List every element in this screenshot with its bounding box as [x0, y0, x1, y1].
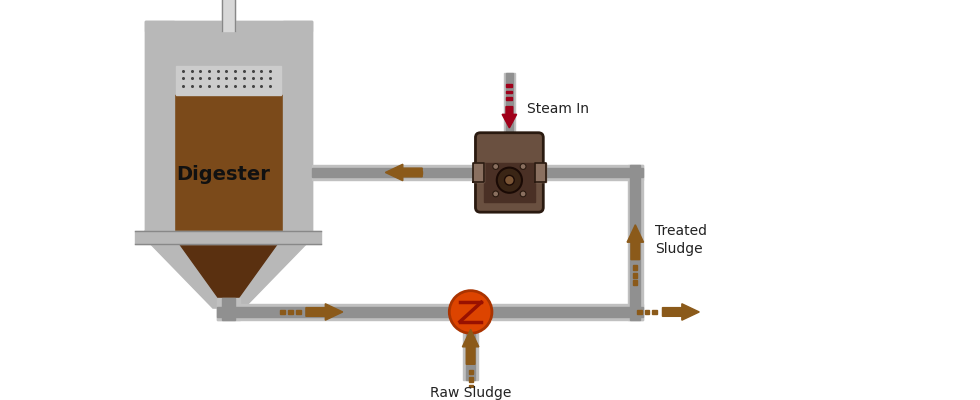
Text: Digester: Digester — [176, 165, 270, 184]
Polygon shape — [145, 21, 312, 31]
Circle shape — [520, 164, 526, 170]
Polygon shape — [506, 73, 514, 138]
Polygon shape — [463, 333, 478, 380]
FancyBboxPatch shape — [475, 133, 543, 212]
Circle shape — [497, 168, 522, 193]
Polygon shape — [174, 230, 282, 298]
Polygon shape — [507, 90, 513, 94]
Polygon shape — [145, 230, 312, 308]
Polygon shape — [538, 168, 643, 177]
Polygon shape — [312, 168, 480, 177]
Polygon shape — [145, 21, 174, 230]
Polygon shape — [312, 165, 480, 180]
Polygon shape — [145, 21, 312, 230]
Polygon shape — [409, 170, 414, 174]
Polygon shape — [468, 370, 472, 374]
Polygon shape — [653, 310, 658, 314]
Polygon shape — [468, 377, 472, 382]
Polygon shape — [296, 310, 301, 314]
FancyArrow shape — [306, 304, 343, 320]
Polygon shape — [484, 163, 534, 202]
FancyArrow shape — [463, 330, 479, 364]
Text: Steam In: Steam In — [527, 102, 589, 116]
FancyArrow shape — [627, 225, 644, 260]
Polygon shape — [534, 163, 546, 182]
Polygon shape — [633, 265, 637, 270]
Polygon shape — [282, 21, 312, 230]
Polygon shape — [402, 170, 406, 174]
Polygon shape — [645, 310, 650, 314]
Polygon shape — [637, 310, 642, 314]
Text: Treated
Sludge: Treated Sludge — [655, 224, 707, 256]
Polygon shape — [288, 310, 293, 314]
Polygon shape — [630, 165, 640, 320]
Polygon shape — [507, 97, 513, 100]
Circle shape — [493, 191, 499, 197]
Polygon shape — [492, 304, 643, 320]
Circle shape — [520, 191, 526, 197]
Polygon shape — [627, 165, 643, 320]
Polygon shape — [468, 385, 472, 390]
Polygon shape — [221, 0, 235, 31]
Polygon shape — [492, 307, 643, 317]
Polygon shape — [217, 304, 449, 320]
Polygon shape — [221, 298, 235, 320]
Polygon shape — [538, 165, 643, 180]
Polygon shape — [176, 66, 280, 95]
Text: Raw Sludge: Raw Sludge — [430, 386, 512, 400]
Polygon shape — [217, 298, 240, 320]
FancyArrow shape — [502, 106, 516, 128]
Polygon shape — [466, 333, 475, 380]
Polygon shape — [416, 170, 421, 174]
FancyArrow shape — [385, 164, 422, 181]
Polygon shape — [504, 73, 515, 138]
FancyArrow shape — [662, 304, 700, 320]
Polygon shape — [472, 163, 484, 182]
Polygon shape — [633, 273, 637, 278]
Polygon shape — [633, 280, 637, 285]
Polygon shape — [217, 307, 449, 317]
Circle shape — [449, 291, 492, 333]
Circle shape — [493, 164, 499, 170]
Polygon shape — [135, 230, 321, 244]
Circle shape — [505, 175, 514, 185]
Polygon shape — [280, 310, 285, 314]
Polygon shape — [507, 84, 513, 87]
Polygon shape — [174, 95, 282, 230]
